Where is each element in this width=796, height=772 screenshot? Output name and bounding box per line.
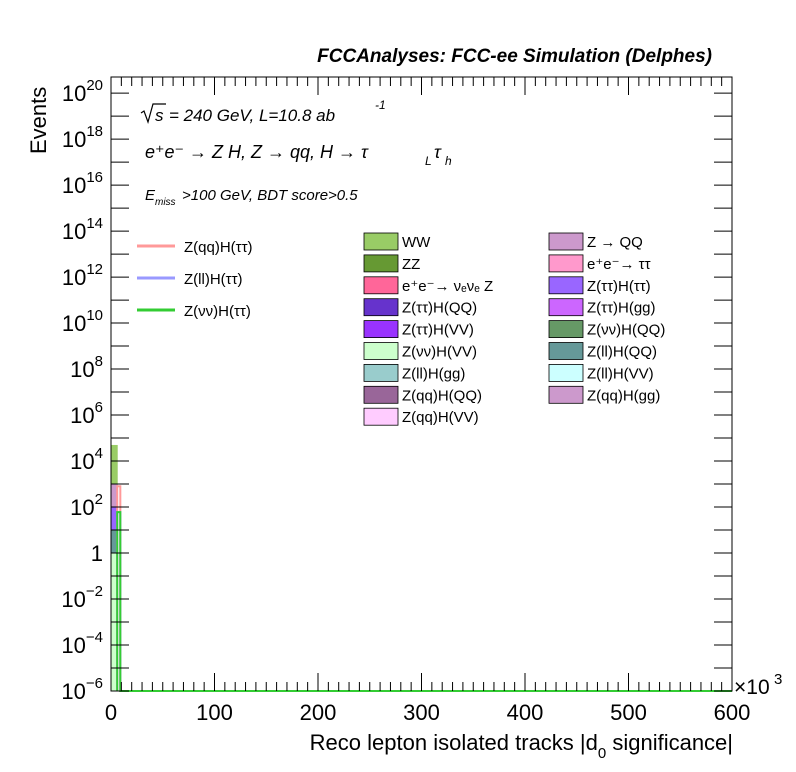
tau-l-subscript: L [425, 154, 432, 168]
legend-bkg-swatch [363, 232, 399, 251]
x-multiplier: ×10 3 [734, 671, 782, 699]
y-tick-label: 10−6 [61, 675, 103, 704]
legend-bkg-label: e⁺e⁻→ νₑνₑ Z [402, 278, 493, 295]
legend-bkg-swatch [363, 320, 399, 339]
x-tick-label: 0 [105, 700, 117, 725]
legend-bkg-label: Z(ll)H(QQ) [587, 344, 657, 361]
legend-bkg-label: Z(νν)H(QQ) [587, 322, 665, 339]
y-tick-label: 1018 [62, 123, 103, 152]
legend-bkg-swatch [363, 298, 399, 317]
legend-bkg-swatch [548, 363, 584, 382]
y-axis-ticks: 10−6 10−4 10−2 1 102 104 106 108 1010 1012 1014 101… [61, 77, 732, 704]
legend-bkg-label: Z(ll)H(gg) [402, 365, 465, 382]
signal-line-z-h- [116, 511, 732, 692]
signal-lines [116, 485, 732, 692]
plot-frame [110, 76, 733, 692]
cut-miss-subscript: miss [155, 197, 176, 208]
y-tick-label: 1 [91, 541, 103, 566]
y-axis-label: Events [26, 87, 51, 154]
y-tick-label: 104 [70, 445, 103, 474]
sqrt-s-label: s [155, 106, 164, 125]
legend-bkg-swatch [548, 254, 584, 273]
tau-h-subscript: h [445, 154, 452, 168]
header-title: FCCAnalyses: FCC-ee Simulation (Delphes) [317, 46, 712, 67]
legend-bkg-swatch [548, 298, 584, 317]
legend-bkg-label: Z(ττ)H(VV) [402, 322, 474, 339]
x-axis-ticks: 0 100 200 300 400 500 600 [105, 77, 750, 725]
y-tick-label: 1012 [62, 261, 103, 290]
legend-bkg-label: Z(ll)H(VV) [587, 365, 654, 382]
legend-bkg-label: Z → QQ [587, 234, 643, 251]
x-multiplier-label: ×10 [734, 676, 770, 699]
legend-bkg-label: Z(ττ)H(QQ) [402, 300, 477, 317]
legend-signal-label: Z(ll)H(ττ) [184, 271, 243, 288]
x-tick-label: 500 [610, 700, 647, 725]
x-tick-label: 400 [507, 700, 544, 725]
x-axis-label: Reco lepton isolated tracks |d0 signific… [310, 730, 733, 762]
sqrt-symbol-icon [140, 103, 166, 124]
legend-bkg-label: WW [402, 234, 431, 251]
x-tick-label: 200 [300, 700, 337, 725]
energy-annotation: s = 240 GeV, L=10.8 ab -1 [140, 98, 386, 125]
legend: Z(qq)H(ττ) Z(ll)H(ττ) Z(νν)H(ττ) WW ZZ e⁺e⁻→ … [137, 232, 665, 426]
signal-line-z-ll-h- [116, 511, 732, 692]
legend-bkg-swatch [363, 342, 399, 360]
y-tick-label: 106 [70, 399, 103, 428]
legend-bkg-swatch [548, 232, 584, 251]
x-tick-label: 300 [403, 700, 440, 725]
legend-bkg-label: Z(qq)H(VV) [402, 409, 479, 426]
lumi-exponent: -1 [375, 98, 386, 112]
cut-rest: >100 GeV, BDT score>0.5 [182, 187, 358, 204]
y-tick-label: 1020 [62, 77, 103, 106]
cut-annotation: E miss >100 GeV, BDT score>0.5 [145, 187, 358, 208]
legend-bkg-swatch [548, 276, 584, 295]
x-tick-label: 600 [714, 700, 751, 725]
legend-bkg-swatch [548, 385, 584, 404]
tau-h-symbol: τ [434, 142, 442, 162]
x-tick-label: 100 [196, 700, 233, 725]
legend-bkg-swatch [363, 407, 399, 426]
cut-E: E [145, 187, 156, 204]
legend-bkg-label: Z(qq)H(QQ) [402, 387, 482, 404]
y-tick-label: 1014 [62, 215, 103, 244]
y-tick-label: 102 [70, 491, 103, 520]
legend-signal-label: Z(νν)H(ττ) [184, 303, 251, 320]
legend-bkg-swatch [548, 320, 584, 339]
energy-lumi-label: = 240 GeV, L=10.8 ab [169, 106, 335, 125]
legend-bkg-swatch [363, 254, 399, 273]
legend-bkg-label: Z(νν)H(VV) [402, 344, 477, 361]
process-label: e⁺e⁻ → Z H, Z → qq, H → τ [145, 142, 369, 162]
y-tick-label: 1010 [62, 307, 103, 336]
y-tick-label: 10−4 [61, 629, 103, 658]
legend-bkg-label: ZZ [402, 256, 420, 273]
legend-bkg-label: Z(ττ)H(ττ) [587, 278, 651, 295]
y-tick-label: 1016 [62, 169, 103, 198]
x-axis-label-main: Reco lepton isolated tracks |d0 signific… [310, 730, 733, 762]
legend-bkg-label: Z(qq)H(gg) [587, 387, 660, 404]
legend-bkg-swatch [548, 342, 584, 360]
legend-bkg-swatch [363, 363, 399, 382]
legend-bkg-label: e⁺e⁻→ ττ [587, 256, 651, 273]
x-multiplier-exp: 3 [774, 671, 782, 688]
signal-line-z-qq-h- [116, 485, 732, 692]
legend-bkg-swatch [363, 385, 399, 404]
legend-signal-label: Z(qq)H(ττ) [184, 239, 253, 256]
legend-bkg-label: Z(ττ)H(gg) [587, 300, 656, 317]
process-annotation: e⁺e⁻ → Z H, Z → qq, H → τ L τ h [145, 142, 452, 168]
legend-bkg-swatch [363, 276, 399, 295]
y-tick-label: 108 [70, 353, 103, 382]
y-tick-label: 10−2 [61, 583, 103, 612]
